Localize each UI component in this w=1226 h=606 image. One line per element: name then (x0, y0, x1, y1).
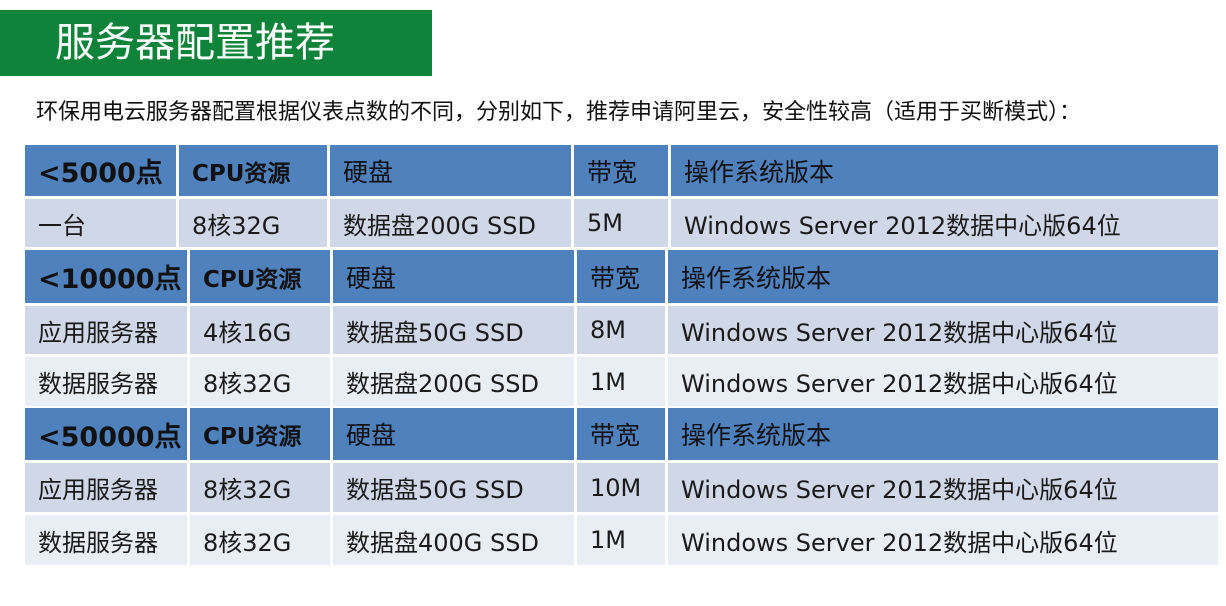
disk-value: 数据盘200G SSD (330, 199, 571, 247)
cpu-value: 8核32G (190, 357, 330, 406)
server-name: 数据服务器 (25, 357, 187, 406)
tier-label: <50000点 (25, 408, 187, 460)
os-value: Windows Server 2012数据中心版64位 (668, 306, 1218, 354)
os-value: Windows Server 2012数据中心版64位 (668, 463, 1218, 512)
bandwidth-value: 5M (574, 199, 668, 247)
os-value: Windows Server 2012数据中心版64位 (668, 515, 1218, 565)
cpu-value: 4核16G (190, 306, 330, 354)
page-title: 服务器配置推荐 (55, 20, 335, 66)
bandwidth-value: 8M (577, 306, 665, 354)
header-cpu: CPU资源 (190, 250, 330, 303)
header-bandwidth: 带宽 (574, 145, 668, 196)
disk-value: 数据盘200G SSD (333, 357, 574, 406)
os-value: Windows Server 2012数据中心版64位 (671, 199, 1218, 247)
header-os: 操作系统版本 (668, 250, 1218, 303)
disk-value: 数据盘50G SSD (333, 463, 574, 512)
server-name: 应用服务器 (25, 306, 187, 354)
header-cpu: CPU资源 (190, 408, 330, 460)
bandwidth-value: 10M (577, 463, 665, 512)
disk-value: 数据盘400G SSD (333, 515, 574, 565)
tier-label: <10000点 (25, 250, 187, 303)
bandwidth-value: 1M (577, 357, 665, 406)
intro-text: 环保用电云服务器配置根据仪表点数的不同，分别如下，推荐申请阿里云，安全性较高（适… (36, 100, 1082, 125)
header-cpu: CPU资源 (179, 145, 327, 196)
server-name: 一台 (25, 199, 176, 247)
disk-value: 数据盘50G SSD (333, 306, 574, 354)
header-bandwidth: 带宽 (577, 408, 665, 460)
cpu-value: 8核32G (190, 463, 330, 512)
header-disk: 硬盘 (330, 145, 571, 196)
os-value: Windows Server 2012数据中心版64位 (668, 357, 1218, 406)
cpu-value: 8核32G (179, 199, 327, 247)
bandwidth-value: 1M (577, 515, 665, 565)
server-name: 应用服务器 (25, 463, 187, 512)
header-disk: 硬盘 (333, 408, 574, 460)
title-banner: 服务器配置推荐 (0, 10, 432, 76)
server-name: 数据服务器 (25, 515, 187, 565)
tier-label: <5000点 (25, 145, 176, 196)
header-os: 操作系统版本 (671, 145, 1218, 196)
header-os: 操作系统版本 (668, 408, 1218, 460)
cpu-value: 8核32G (190, 515, 330, 565)
header-disk: 硬盘 (333, 250, 574, 303)
header-bandwidth: 带宽 (577, 250, 665, 303)
